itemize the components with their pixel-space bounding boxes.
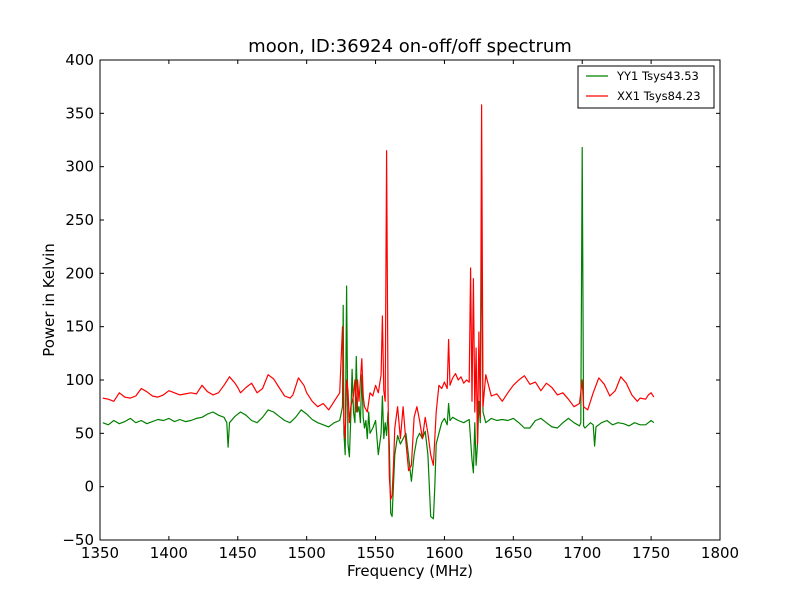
series-layer [102, 104, 655, 520]
y-tick-label: 300 [65, 158, 94, 176]
legend-label-yy1: YY1 Tsys43.53 [616, 69, 699, 83]
plot-frame [99, 59, 721, 541]
x-axis-label: Frequency (MHz) [347, 562, 473, 580]
legend: YY1 Tsys43.53 XX1 Tsys84.23 [577, 65, 715, 109]
chart-title: moon, ID:36924 on-off/off spectrum [248, 36, 572, 57]
x-tick-label: 1800 [701, 544, 739, 562]
x-tick-label: 1400 [150, 544, 188, 562]
x-tick-label: 1550 [356, 544, 394, 562]
x-tick-label: 1450 [219, 544, 257, 562]
y-tick-label: 200 [65, 264, 94, 282]
legend-box [577, 65, 715, 109]
y-tick-label: −50 [62, 531, 94, 549]
x-tick-label: 1500 [288, 544, 326, 562]
y-tick-label: 150 [65, 318, 94, 336]
y-tick-label: 250 [65, 211, 94, 229]
y-tick-label: 0 [84, 478, 94, 496]
x-tick-label: 1350 [81, 544, 119, 562]
legend-label-xx1: XX1 Tsys84.23 [617, 89, 701, 103]
ticks-layer: 1350 1400 1450 1500 1550 1600 1650 1700 1750 1800… [62, 51, 739, 562]
x-tick-label: 1650 [494, 544, 532, 562]
y-tick-label: 50 [75, 424, 94, 442]
y-tick-label: 100 [65, 371, 94, 389]
y-axis-label: Power in Kelvin [40, 243, 58, 357]
y-tick-label: 350 [65, 104, 94, 122]
x-tick-label: 1700 [563, 544, 601, 562]
y-tick-label: 400 [65, 51, 94, 69]
x-tick-label: 1600 [425, 544, 463, 562]
series-line-xx1 [102, 104, 655, 501]
x-tick-label: 1750 [632, 544, 670, 562]
